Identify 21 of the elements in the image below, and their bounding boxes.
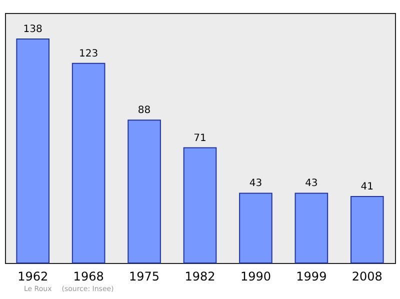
data-label: 71 (194, 132, 206, 144)
x-tick-label: 2008 (352, 270, 382, 284)
bar (72, 62, 106, 264)
data-label: 138 (23, 24, 42, 35)
bar (183, 147, 217, 264)
x-tick-label: 1982 (184, 270, 216, 284)
data-label: 123 (79, 48, 98, 60)
x-tick-label: 1968 (73, 270, 104, 284)
data-label: 88 (138, 105, 151, 116)
x-tick-label: 1962 (18, 270, 48, 284)
bar (350, 196, 384, 264)
bar (294, 192, 328, 264)
x-tick-label: 1990 (240, 270, 271, 284)
bar (16, 38, 50, 264)
bar (128, 120, 161, 264)
x-tick-label: 1975 (129, 270, 160, 284)
data-label: 43 (249, 178, 262, 190)
x-tick-label: 1999 (296, 270, 327, 284)
data-label: 41 (360, 181, 374, 192)
data-label: 43 (305, 178, 318, 190)
bar (239, 192, 272, 264)
